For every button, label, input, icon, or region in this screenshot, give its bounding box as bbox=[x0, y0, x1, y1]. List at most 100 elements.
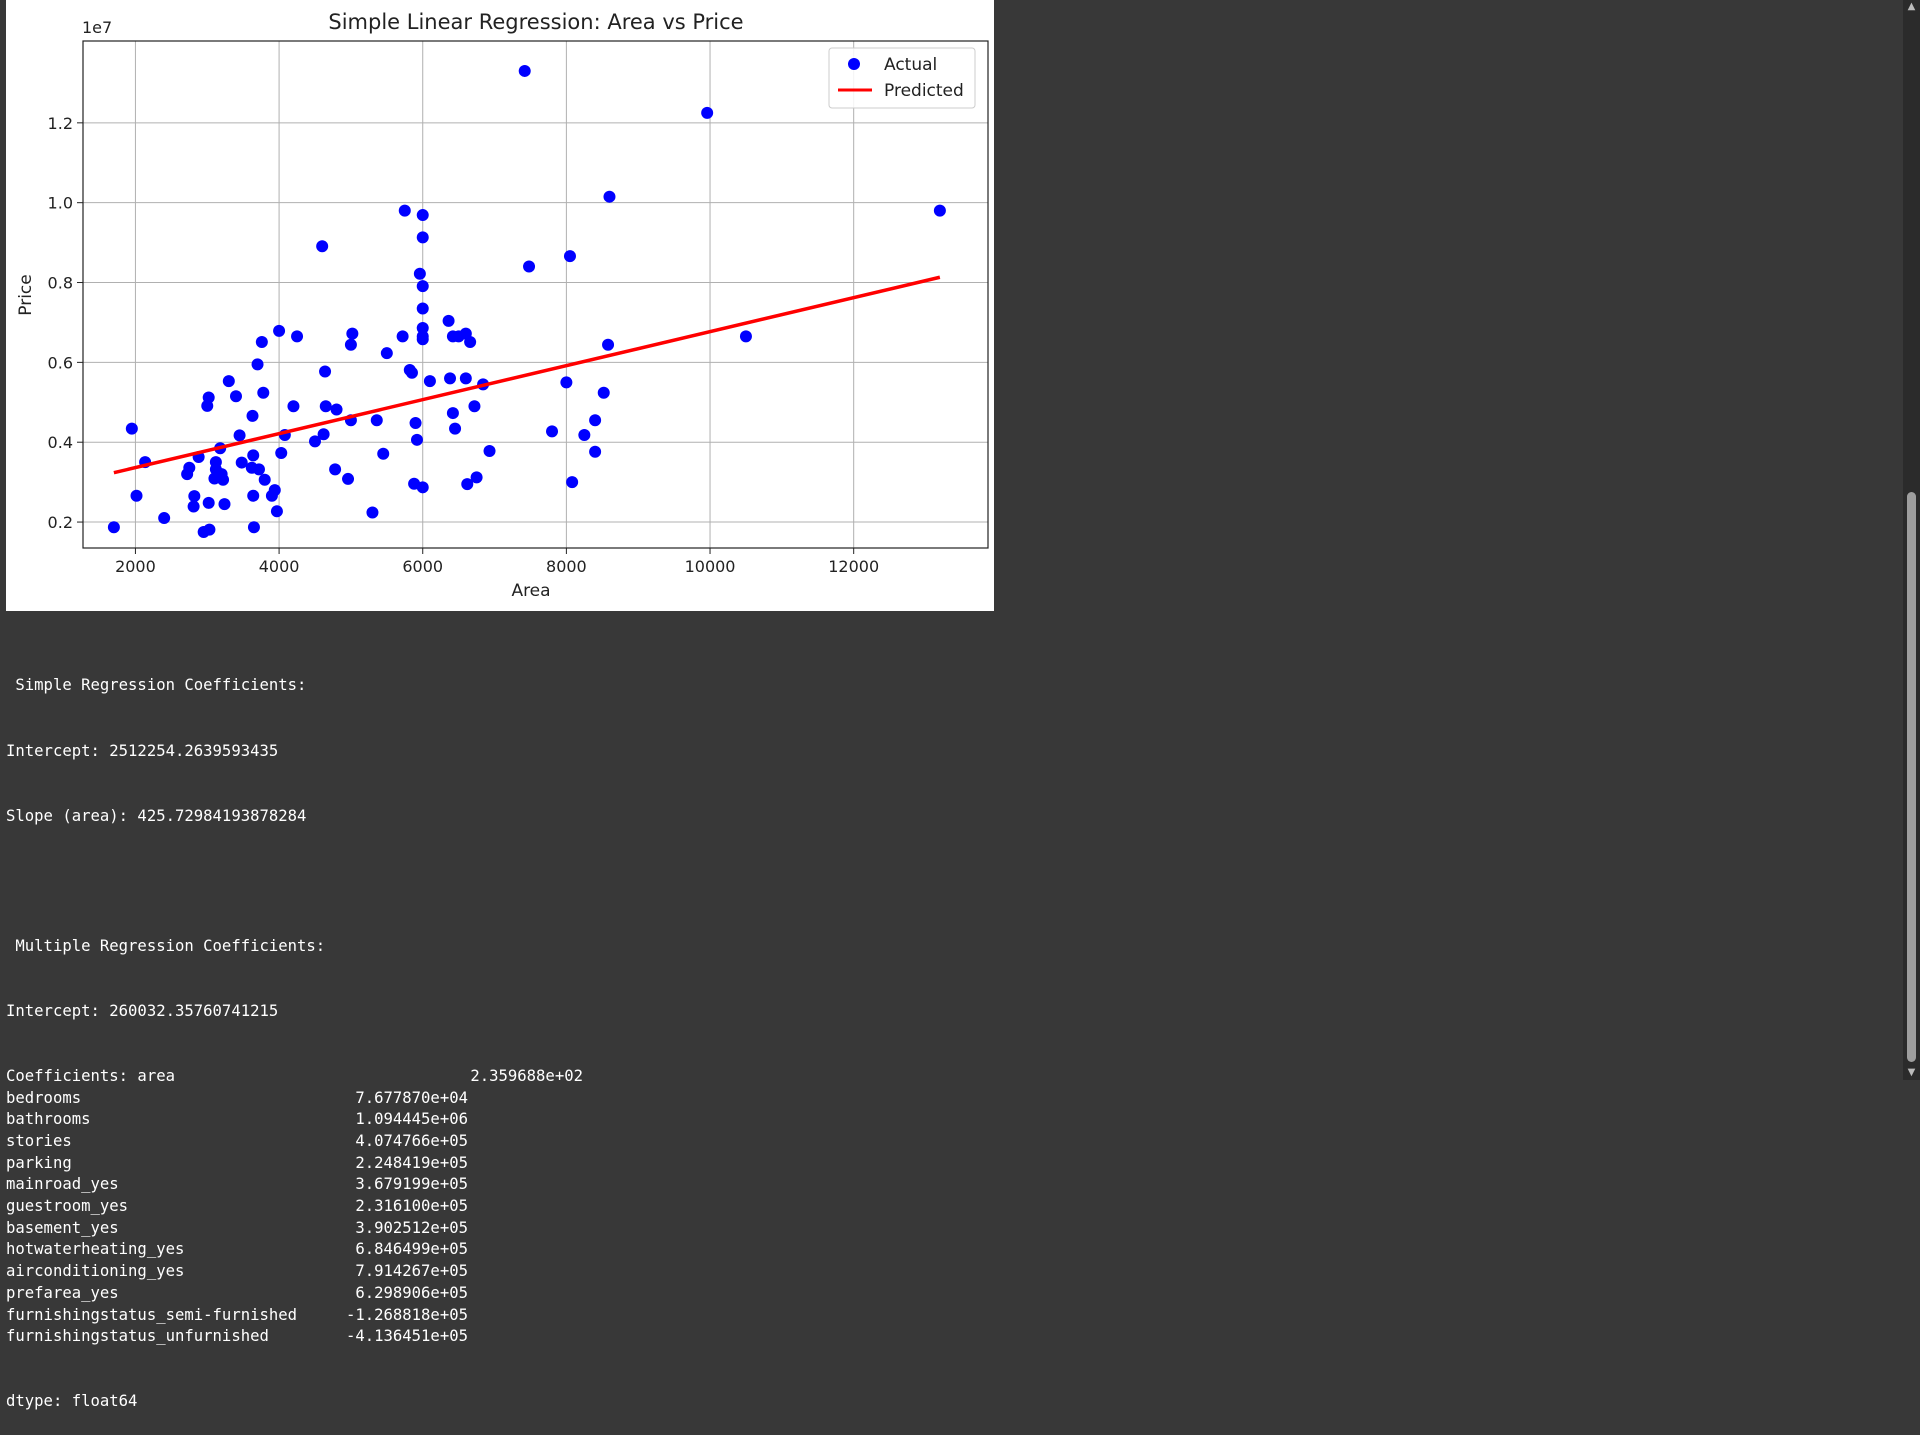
actual-data-point bbox=[258, 473, 271, 486]
actual-data-point bbox=[603, 190, 616, 203]
scroll-up-arrow-icon[interactable]: ▲ bbox=[1907, 1, 1916, 12]
simple-slope: Slope (area): 425.72984193878284 bbox=[6, 806, 307, 825]
actual-data-point bbox=[377, 447, 390, 460]
scrollbar-thumb[interactable] bbox=[1907, 492, 1916, 1062]
actual-data-point bbox=[602, 338, 615, 351]
actual-data-point bbox=[446, 407, 459, 420]
actual-data-point bbox=[470, 471, 483, 484]
actual-data-point bbox=[346, 327, 359, 340]
y-axis-label: Price bbox=[16, 274, 36, 315]
data-points bbox=[107, 64, 946, 539]
axes: 2000 4000 6000 8000 10000 12000 0.2 0.4 0.6 0.8 1.… bbox=[48, 40, 989, 576]
actual-data-point bbox=[380, 347, 393, 360]
actual-data-point bbox=[268, 484, 281, 497]
actual-data-point bbox=[459, 372, 472, 385]
coefficient-row: guestroom_yes 2.316100e+05 bbox=[6, 1196, 1106, 1218]
scroll-down-arrow-icon[interactable]: ▼ bbox=[1907, 1067, 1916, 1078]
actual-data-point bbox=[342, 472, 355, 485]
coefficient-row: mainroad_yes 3.679199e+05 bbox=[6, 1174, 1106, 1196]
coefficient-value: 2.359688e+02 bbox=[470, 1066, 583, 1085]
coefficient-row: prefarea_yes 6.298906e+05 bbox=[6, 1283, 1106, 1305]
coefficient-name: Coefficients: area bbox=[6, 1066, 175, 1085]
plot-frame bbox=[82, 40, 989, 549]
actual-data-point bbox=[130, 489, 143, 502]
actual-data-point bbox=[247, 489, 260, 502]
coefficient-row: furnishingstatus_semi-furnished -1.268818… bbox=[6, 1305, 1106, 1327]
actual-data-point bbox=[308, 435, 321, 448]
x-tick-label: 12000 bbox=[828, 557, 879, 576]
actual-data-point bbox=[270, 505, 283, 518]
coefficient-row: stories 4.074766e+05 bbox=[6, 1131, 1106, 1153]
coefficient-row: bedrooms 7.677870e+04 bbox=[6, 1088, 1106, 1110]
actual-data-point bbox=[329, 463, 342, 476]
scatter-chart: 2000 4000 6000 8000 10000 12000 0.2 0.4 0.6 0.8 1.… bbox=[16, 10, 989, 601]
y-tick-label: 1.2 bbox=[48, 114, 73, 133]
actual-data-point bbox=[523, 260, 536, 273]
coefficient-row: parking 2.248419e+05 bbox=[6, 1153, 1106, 1175]
actual-data-point bbox=[316, 240, 329, 253]
regression-line-group bbox=[113, 275, 941, 475]
actual-data-point bbox=[416, 209, 429, 222]
actual-data-point bbox=[158, 512, 171, 525]
actual-data-point bbox=[396, 330, 409, 343]
actual-data-point bbox=[251, 358, 264, 371]
coefficient-row: bathrooms 1.094445e+06 bbox=[6, 1109, 1106, 1131]
actual-data-point bbox=[202, 496, 215, 509]
dtype-line: dtype: float64 bbox=[6, 1392, 138, 1411]
actual-data-point bbox=[125, 422, 138, 435]
actual-data-point bbox=[252, 463, 265, 476]
actual-data-point bbox=[246, 409, 259, 422]
simple-header: Simple Regression Coefficients: bbox=[6, 676, 307, 695]
y-tick-label: 0.6 bbox=[48, 353, 73, 372]
legend-actual-marker bbox=[848, 58, 860, 70]
coefficient-value: 6.846499e+05 bbox=[355, 1240, 468, 1259]
actual-data-point bbox=[409, 417, 422, 430]
actual-data-point bbox=[560, 376, 573, 389]
actual-data-point bbox=[187, 500, 200, 513]
x-tick-label: 10000 bbox=[685, 557, 736, 576]
actual-data-point bbox=[218, 498, 231, 511]
actual-data-point bbox=[933, 204, 946, 217]
actual-data-point bbox=[255, 336, 268, 349]
legend-predicted-label: Predicted bbox=[884, 81, 964, 101]
coefficient-name: parking bbox=[6, 1153, 72, 1172]
actual-data-point bbox=[546, 425, 559, 438]
x-axis-label: Area bbox=[511, 581, 550, 601]
actual-data-point bbox=[701, 106, 714, 119]
coefficient-name: stories bbox=[6, 1132, 72, 1151]
actual-data-point bbox=[235, 456, 248, 469]
coefficient-name: furnishingstatus_unfurnished bbox=[6, 1327, 269, 1346]
actual-data-point bbox=[589, 445, 602, 458]
actual-data-point bbox=[344, 338, 357, 351]
actual-data-point bbox=[233, 429, 246, 442]
y-tick-label: 0.4 bbox=[48, 433, 73, 452]
x-tick-label: 2000 bbox=[115, 557, 156, 576]
blank-line bbox=[6, 871, 1106, 893]
coefficient-value: 7.677870e+04 bbox=[355, 1088, 468, 1107]
coefficient-value: 4.074766e+05 bbox=[355, 1132, 468, 1151]
actual-data-point bbox=[183, 461, 196, 474]
vertical-scrollbar[interactable]: ▲ ▼ bbox=[1903, 0, 1920, 1080]
actual-data-point bbox=[464, 336, 477, 349]
actual-data-point bbox=[416, 280, 429, 293]
actual-data-point bbox=[449, 422, 462, 435]
actual-data-point bbox=[203, 523, 216, 536]
actual-data-point bbox=[247, 521, 260, 534]
chart-title: Simple Linear Regression: Area vs Price bbox=[328, 10, 743, 34]
actual-data-point bbox=[405, 366, 418, 379]
x-tick-label: 6000 bbox=[402, 557, 443, 576]
y-tick-label: 1.0 bbox=[48, 194, 73, 213]
coefficient-name: furnishingstatus_semi-furnished bbox=[6, 1305, 298, 1324]
coefficient-name: airconditioning_yes bbox=[6, 1262, 185, 1281]
actual-data-point bbox=[442, 314, 455, 327]
coefficient-value: 3.679199e+05 bbox=[355, 1175, 468, 1194]
coefficient-name: hotwaterheating_yes bbox=[6, 1240, 185, 1259]
coefficient-value: 6.298906e+05 bbox=[355, 1283, 468, 1302]
cell-text-output: Simple Regression Coefficients: Intercep… bbox=[6, 632, 1106, 1435]
coefficient-value: 2.248419e+05 bbox=[355, 1153, 468, 1172]
coefficient-name: bedrooms bbox=[6, 1088, 82, 1107]
coefficient-value: 1.094445e+06 bbox=[355, 1110, 468, 1129]
actual-data-point bbox=[291, 330, 304, 343]
actual-data-point bbox=[319, 400, 332, 413]
actual-data-point bbox=[247, 449, 260, 462]
